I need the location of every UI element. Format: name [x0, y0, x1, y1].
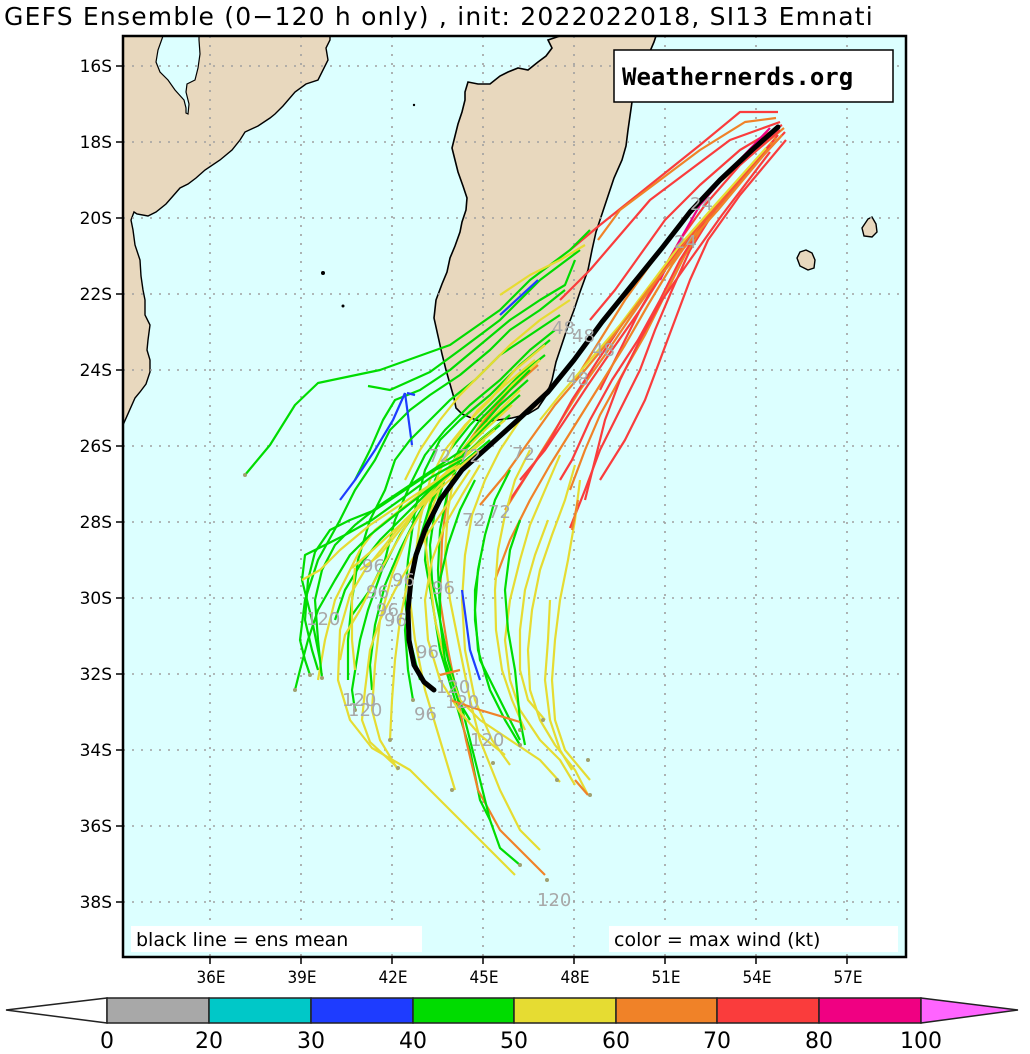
- svg-text:28S: 28S: [80, 513, 112, 533]
- legend-wind: color = max wind (kt): [609, 926, 898, 952]
- svg-text:42E: 42E: [378, 968, 407, 988]
- svg-text:120: 120: [470, 730, 504, 751]
- lon-axis: [209, 957, 848, 964]
- svg-text:30S: 30S: [80, 589, 112, 609]
- lake-malawi: [155, 36, 201, 115]
- colorbar-labels: 0 20 30 40 50 60 70 80 100: [100, 1029, 942, 1054]
- svg-text:16S: 16S: [80, 57, 112, 77]
- svg-text:72: 72: [458, 446, 481, 467]
- svg-text:80: 80: [805, 1029, 833, 1054]
- svg-text:39E: 39E: [287, 968, 316, 988]
- islet: [321, 271, 325, 275]
- svg-text:50: 50: [500, 1029, 528, 1054]
- svg-text:120: 120: [537, 890, 571, 911]
- forecast-hour-labels: 24 24 48 48 48 48 72 72 72 72 72 96 96 9…: [306, 194, 713, 911]
- svg-text:96: 96: [414, 704, 437, 725]
- svg-text:120: 120: [342, 690, 376, 711]
- svg-text:48: 48: [592, 340, 615, 361]
- svg-text:72: 72: [462, 510, 485, 531]
- brand-label: Weathernerds.org: [622, 63, 853, 91]
- svg-text:36E: 36E: [196, 968, 225, 988]
- svg-text:120: 120: [436, 677, 470, 698]
- svg-text:96: 96: [362, 556, 385, 577]
- mauritius-island: [861, 216, 878, 238]
- svg-text:96: 96: [432, 578, 455, 599]
- lon-labels: 36E 39E 42E 45E 48E 51E 54E 57E: [196, 968, 862, 988]
- colorbar-under-arrow: [5, 997, 108, 1024]
- lat-axis: [116, 65, 123, 903]
- svg-text:72: 72: [428, 446, 451, 467]
- madagascar-landmass: [433, 36, 657, 423]
- svg-text:51E: 51E: [651, 968, 680, 988]
- africa-landmass: [123, 36, 331, 426]
- legend-mean: black line = ens mean: [131, 926, 422, 952]
- svg-text:100: 100: [900, 1029, 942, 1054]
- ensemble-mean-track: [405, 124, 781, 693]
- svg-text:70: 70: [703, 1029, 731, 1054]
- svg-text:24S: 24S: [80, 361, 112, 381]
- svg-text:22S: 22S: [80, 285, 112, 305]
- legend-wind-text: color = max wind (kt): [614, 929, 820, 951]
- svg-text:45E: 45E: [469, 968, 498, 988]
- svg-text:38S: 38S: [80, 893, 112, 913]
- svg-text:18S: 18S: [80, 133, 112, 153]
- plot-frame: [121, 34, 908, 959]
- brand-box: Weathernerds.org: [613, 49, 894, 103]
- svg-text:40: 40: [399, 1029, 427, 1054]
- svg-text:57E: 57E: [833, 968, 862, 988]
- svg-text:120: 120: [348, 700, 382, 721]
- svg-text:24: 24: [690, 194, 713, 215]
- svg-text:72: 72: [488, 502, 511, 523]
- svg-text:20: 20: [195, 1029, 223, 1054]
- svg-text:120: 120: [445, 692, 479, 713]
- svg-text:96: 96: [416, 642, 439, 663]
- chart-title: GEFS Ensemble (0−120 h only) , init: 202…: [4, 2, 874, 31]
- svg-text:48: 48: [566, 369, 589, 390]
- track-endpoints: [243, 473, 592, 882]
- svg-text:48E: 48E: [560, 968, 589, 988]
- svg-text:36S: 36S: [80, 817, 112, 837]
- svg-text:96: 96: [392, 570, 415, 591]
- svg-text:30: 30: [297, 1029, 325, 1054]
- svg-text:96: 96: [384, 610, 407, 631]
- svg-text:72: 72: [512, 444, 535, 465]
- svg-text:48: 48: [552, 318, 575, 339]
- lat-labels: 16S 18S 20S 22S 24S 26S 28S 30S 32S 34S …: [80, 57, 112, 913]
- svg-text:96: 96: [366, 582, 389, 603]
- reunion-island: [796, 249, 816, 271]
- svg-text:120: 120: [306, 609, 340, 630]
- svg-text:48: 48: [572, 326, 595, 347]
- svg-text:20S: 20S: [80, 209, 112, 229]
- svg-text:60: 60: [602, 1029, 630, 1054]
- svg-text:0: 0: [100, 1029, 114, 1054]
- svg-text:96: 96: [376, 600, 399, 621]
- legend-mean-text: black line = ens mean: [136, 929, 348, 951]
- svg-text:54E: 54E: [742, 968, 771, 988]
- svg-text:26S: 26S: [80, 437, 112, 457]
- islet: [412, 103, 416, 107]
- colorbar: [5, 997, 1019, 1024]
- islet: [341, 304, 345, 308]
- svg-text:32S: 32S: [80, 665, 112, 685]
- svg-text:24: 24: [674, 232, 697, 253]
- ensemble-tracks: [244, 110, 787, 876]
- colorbar-over-arrow: [920, 997, 1019, 1024]
- svg-text:34S: 34S: [80, 741, 112, 761]
